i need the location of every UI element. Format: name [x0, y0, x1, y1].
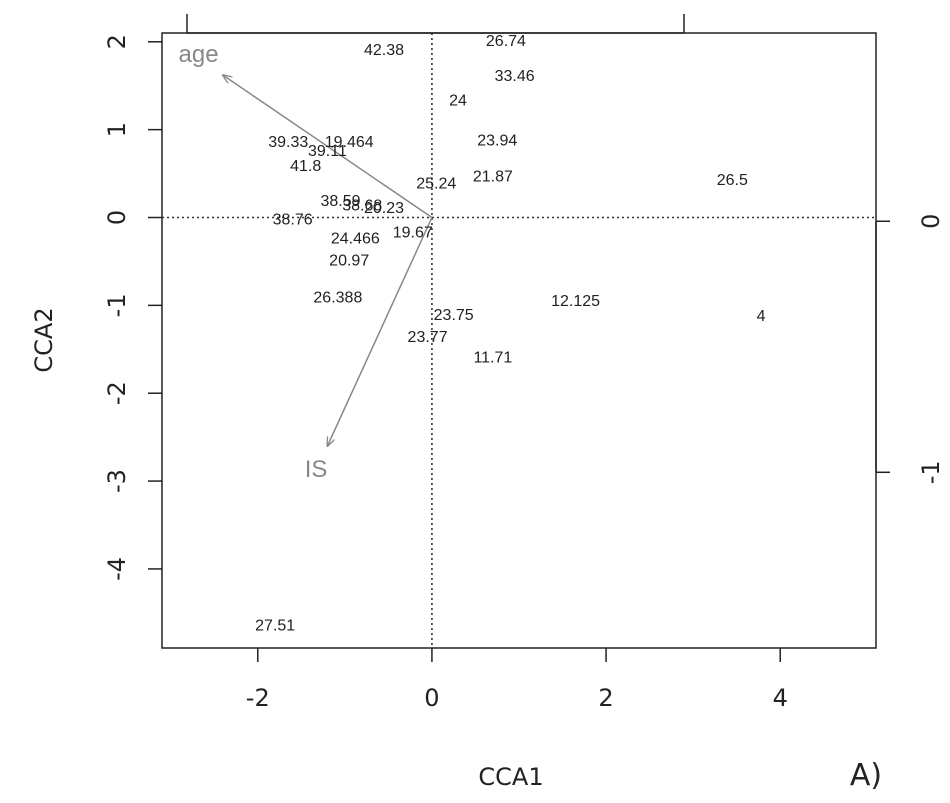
y-tick-label: 2 [103, 34, 131, 49]
site-label-6: 39.11 [308, 143, 347, 160]
top-axis [186, 14, 685, 34]
x-tick-label: 2 [598, 684, 613, 712]
site-label-12: 38.59 [320, 193, 360, 210]
x-tick-label: -2 [246, 684, 270, 712]
site-label-7: 41.8 [290, 158, 321, 175]
y-tick-label: 1 [103, 122, 131, 137]
y-tick-label: -4 [103, 557, 131, 581]
site-label-10: 21.87 [473, 168, 513, 185]
x-tick-label: 0 [424, 684, 439, 712]
plot-frame [161, 32, 877, 649]
site-label-20: 12.125 [551, 293, 600, 310]
y-tick-label: 0 [103, 210, 131, 225]
vector-arrow-age [223, 75, 433, 219]
site-label-25: 27.51 [255, 617, 295, 634]
site-label-3: 24 [449, 93, 467, 110]
vector-label-is: IS [305, 456, 328, 483]
site-label-16: 24.466 [331, 231, 380, 248]
site-label-11: 26.5 [717, 172, 748, 189]
site-label-21: 4 [757, 308, 766, 325]
site-label-22: 23.75 [434, 307, 474, 324]
site-label-18: 20.97 [329, 253, 369, 270]
site-label-15: 38.76 [273, 211, 313, 228]
vector-arrow-is [327, 217, 433, 446]
y-tick-label: -2 [103, 381, 131, 405]
site-label-4: 39.33 [268, 134, 308, 151]
y-axis-title: CCA2 [30, 307, 58, 372]
y-tick-label: -3 [103, 469, 131, 493]
site-label-17: 19.67 [393, 225, 433, 242]
site-label-9: 25.24 [416, 175, 456, 192]
x-axis-title: CCA1 [478, 763, 543, 791]
site-label-23: 23.77 [408, 329, 448, 346]
site-label-19: 26.388 [313, 290, 362, 307]
right-axis-tick-label: 0 [917, 214, 945, 229]
x-axis: -2 0 2 4 [246, 648, 788, 712]
panel-label: A) [850, 758, 882, 793]
site-label-0: 42.38 [364, 42, 404, 59]
site-label-8: 23.94 [477, 132, 517, 149]
y-axis: 2 1 0 -1 -2 -3 -4 [103, 34, 162, 581]
site-label-24: 11.71 [473, 349, 512, 366]
site-label-5: 19.464 [325, 134, 374, 151]
y-tick-label: -1 [103, 293, 131, 317]
site-label-13: 38.68 [342, 197, 382, 214]
site-label-14: 20.23 [364, 200, 404, 217]
right-axis-tick-label: -1 [917, 460, 945, 484]
site-label-1: 26.74 [486, 33, 526, 50]
reference-lines [162, 33, 876, 648]
x-tick-label: 4 [773, 684, 788, 712]
site-label-2: 33.46 [495, 68, 535, 85]
vector-label-age: age [179, 41, 219, 68]
environmental-vectors: age IS [179, 41, 433, 483]
right-axis: 0 -1 [875, 214, 945, 484]
